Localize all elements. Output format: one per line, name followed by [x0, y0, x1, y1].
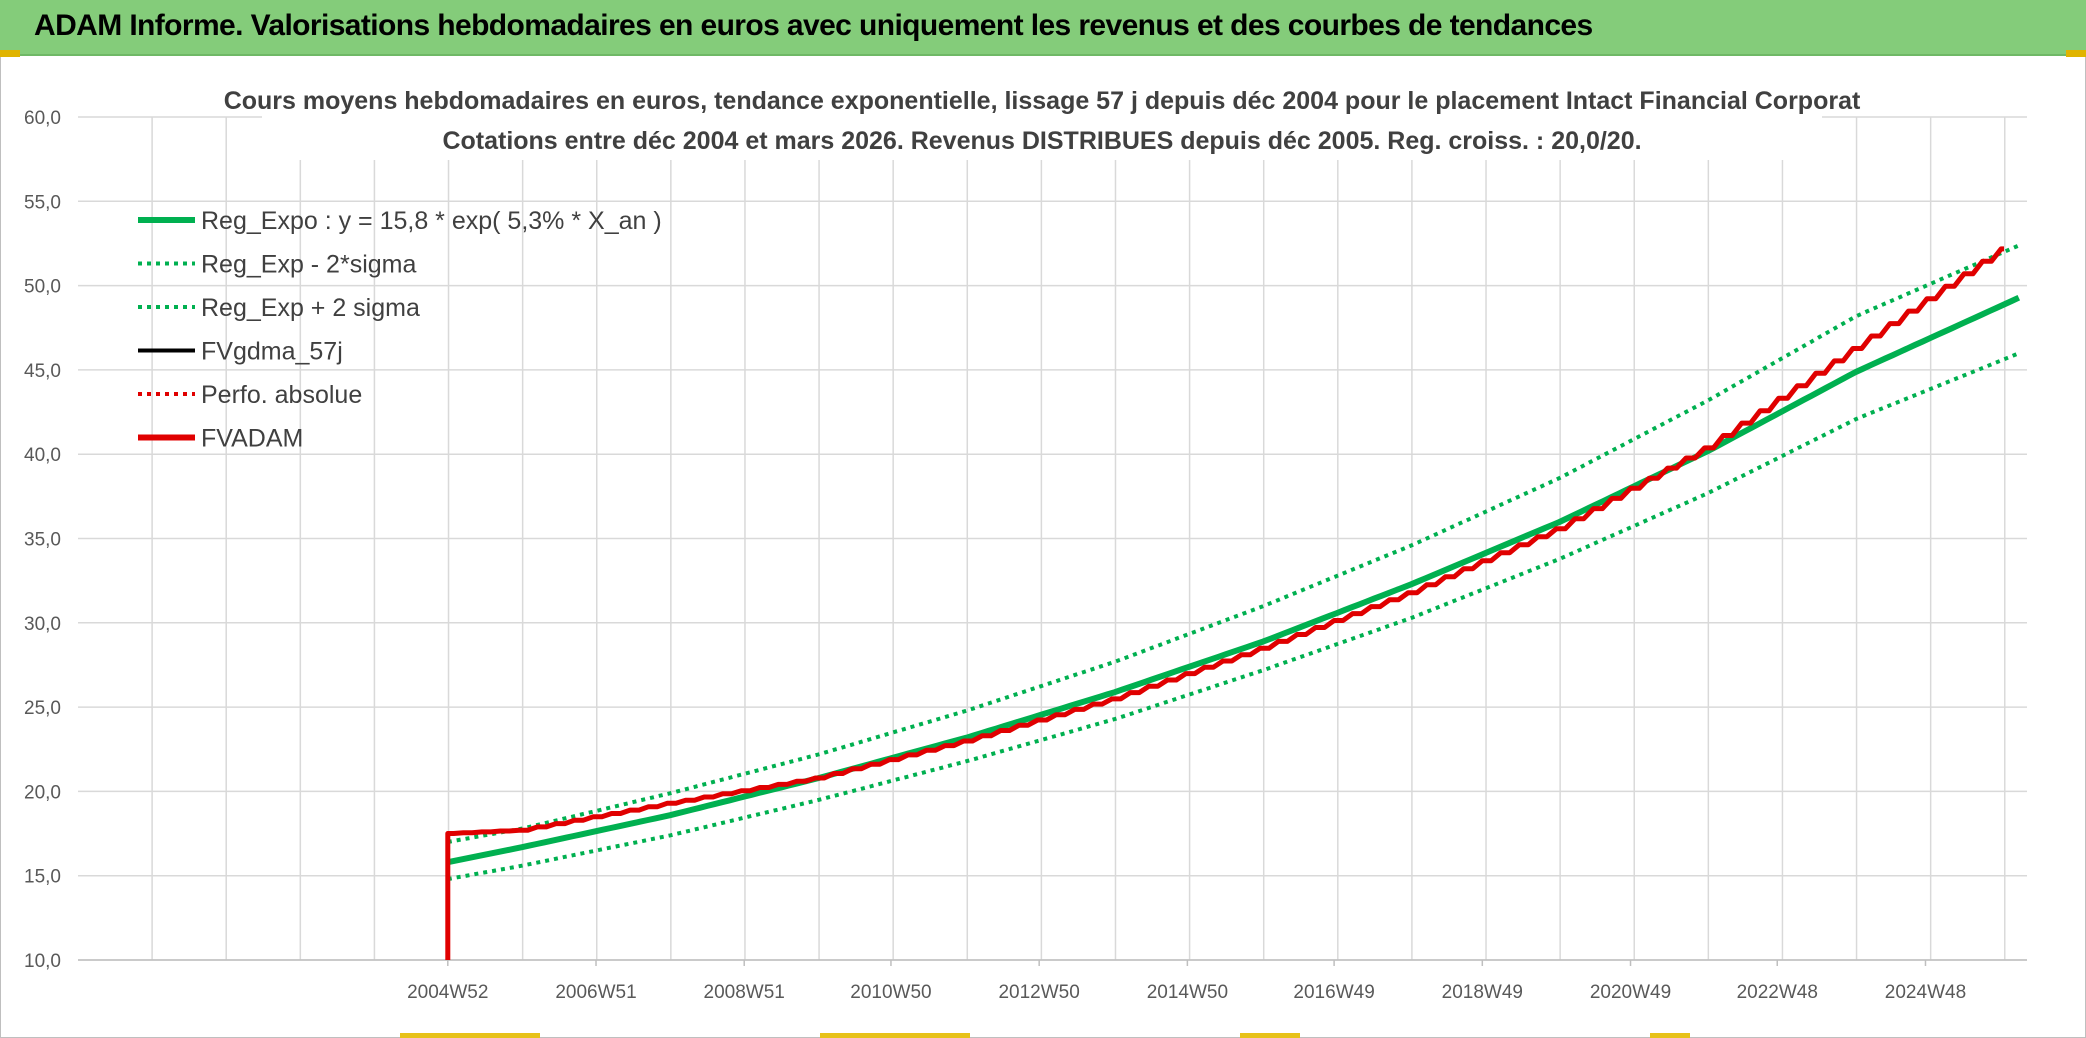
x-tick-label: 2012W50: [998, 982, 1079, 1003]
legend-label: Reg_Exp + 2 sigma: [201, 294, 420, 322]
bottom-marker: [400, 1033, 540, 1038]
y-tick-label: 40,0: [24, 445, 61, 466]
x-tick-label: 2008W51: [704, 982, 785, 1003]
bottom-marker: [820, 1033, 970, 1038]
series-line-0: [447, 294, 2021, 866]
y-tick-label: 15,0: [24, 867, 61, 888]
header-bar: ADAM Informe. Valorisations hebdomadaire…: [0, 0, 2086, 56]
title-background: [262, 80, 1822, 160]
x-tick-label: 2020W49: [1590, 982, 1671, 1003]
x-tick-label: 2016W49: [1293, 982, 1374, 1003]
x-tick-label: 2018W49: [1442, 982, 1523, 1003]
bottom-marker: [1240, 1033, 1300, 1038]
y-tick-label: 55,0: [24, 192, 61, 213]
y-tick-label: 30,0: [24, 614, 61, 635]
legend-label: FVgdma_57j: [201, 338, 343, 366]
corner-marker-right: [2066, 50, 2086, 57]
y-tick-label: 10,0: [24, 951, 61, 972]
y-tick-label: 35,0: [24, 530, 61, 551]
corner-marker-left: [0, 50, 20, 57]
series-line-2: [447, 243, 2020, 844]
x-tick-label: 2010W50: [850, 982, 931, 1003]
series-line-1: [447, 351, 2020, 882]
x-tick-label: 2006W51: [555, 982, 636, 1003]
legend-label: Perfo. absolue: [201, 381, 362, 409]
y-tick-label: 25,0: [24, 698, 61, 719]
x-tick-label: 2004W52: [407, 982, 488, 1003]
x-tick-label: 2024W48: [1885, 982, 1966, 1003]
y-tick-label: 45,0: [24, 361, 61, 382]
legend-label: FVADAM: [201, 425, 303, 453]
legend-label: Reg_Expo : y = 15,8 * exp( 5,3% * X_an ): [201, 207, 662, 235]
y-tick-label: 20,0: [24, 782, 61, 803]
series-line-5: [445, 246, 2004, 960]
x-tick-label: 2022W48: [1737, 982, 1818, 1003]
y-tick-label: 60,0: [24, 108, 61, 129]
y-tick-label: 50,0: [24, 277, 61, 298]
chart-title-line: Cotations entre déc 2004 et mars 2026. R…: [442, 127, 1641, 155]
chart-title-line: Cours moyens hebdomadaires en euros, ten…: [224, 87, 1861, 115]
legend-label: Reg_Exp - 2*sigma: [201, 251, 416, 279]
page-title: ADAM Informe. Valorisations hebdomadaire…: [34, 9, 1593, 42]
x-tick-label: 2014W50: [1147, 982, 1228, 1003]
bottom-marker: [1650, 1033, 1690, 1038]
